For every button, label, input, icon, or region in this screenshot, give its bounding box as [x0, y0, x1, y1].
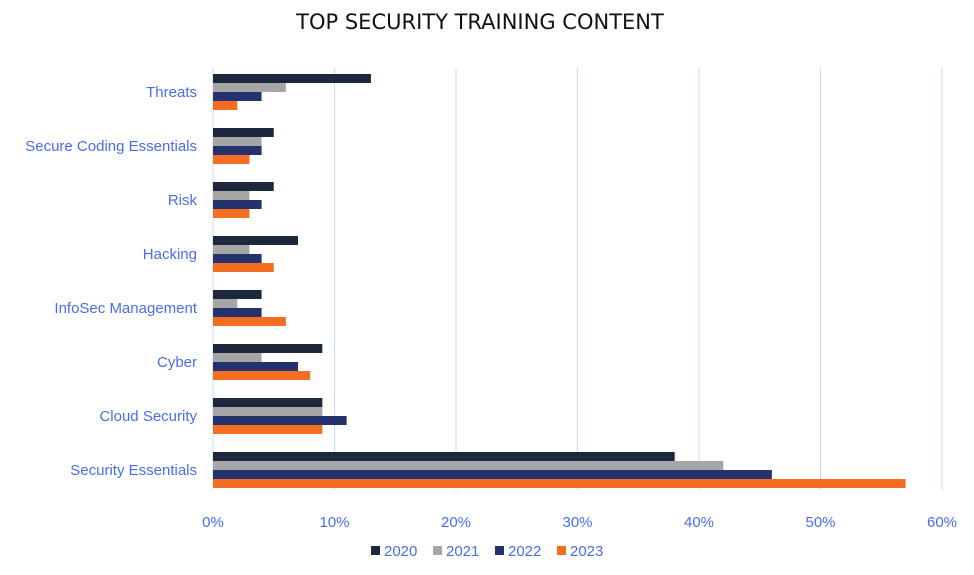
chart-title: TOP SECURITY TRAINING CONTENT: [295, 10, 664, 34]
bar-2021-hacking: [213, 245, 250, 254]
bar-2020-threats: [213, 74, 371, 83]
bar-2020-risk: [213, 182, 274, 191]
bar-2021-secure-coding-essentials: [213, 137, 262, 146]
x-tick-label: 60%: [927, 514, 957, 531]
bar-2021-security-essentials: [213, 461, 724, 470]
x-tick-label: 10%: [319, 514, 349, 531]
bar-2022-security-essentials: [213, 470, 772, 479]
category-label: Security Essentials: [70, 462, 197, 479]
bar-2021-cloud-security: [213, 407, 323, 416]
legend-swatch: [433, 546, 442, 555]
bar-2022-secure-coding-essentials: [213, 146, 262, 155]
bar-2021-cyber: [213, 353, 262, 362]
bar-2023-risk: [213, 209, 250, 218]
bar-2022-risk: [213, 200, 262, 209]
x-tick-label: 0%: [202, 514, 224, 531]
x-tick-label: 40%: [684, 514, 714, 531]
category-label: Secure Coding Essentials: [25, 138, 197, 155]
bar-2020-infosec-management: [213, 290, 262, 299]
bar-2020-cyber: [213, 344, 323, 353]
x-tick-label: 30%: [562, 514, 592, 531]
bar-2021-infosec-management: [213, 299, 238, 308]
bar-2023-hacking: [213, 263, 274, 272]
bar-2020-secure-coding-essentials: [213, 128, 274, 137]
legend-label: 2020: [384, 543, 417, 560]
bar-2021-risk: [213, 191, 250, 200]
bar-2023-secure-coding-essentials: [213, 155, 250, 164]
bar-2023-infosec-management: [213, 317, 286, 326]
x-tick-label: 20%: [441, 514, 471, 531]
bar-2023-cyber: [213, 371, 311, 380]
legend-label: 2023: [570, 543, 603, 560]
category-label: Threats: [146, 84, 197, 101]
bar-2023-security-essentials: [213, 479, 906, 488]
bar-2023-cloud-security: [213, 425, 323, 434]
legend-swatch: [557, 546, 566, 555]
bar-2022-hacking: [213, 254, 262, 263]
legend-swatch: [495, 546, 504, 555]
category-label: Hacking: [143, 246, 197, 263]
legend-label: 2021: [446, 543, 479, 560]
category-label: Cyber: [157, 354, 197, 371]
bar-2022-cyber: [213, 362, 299, 371]
category-label: Cloud Security: [99, 408, 197, 425]
bar-2020-hacking: [213, 236, 299, 245]
bar-2020-cloud-security: [213, 398, 323, 407]
x-tick-label: 50%: [805, 514, 835, 531]
bar-2020-security-essentials: [213, 452, 675, 461]
bar-2022-threats: [213, 92, 262, 101]
bar-2023-threats: [213, 101, 238, 110]
bar-2022-cloud-security: [213, 416, 347, 425]
bar-2022-infosec-management: [213, 308, 262, 317]
category-label: Risk: [168, 192, 198, 209]
bar-2021-threats: [213, 83, 286, 92]
legend-label: 2022: [508, 543, 541, 560]
category-label: InfoSec Management: [54, 300, 197, 317]
legend-swatch: [371, 546, 380, 555]
